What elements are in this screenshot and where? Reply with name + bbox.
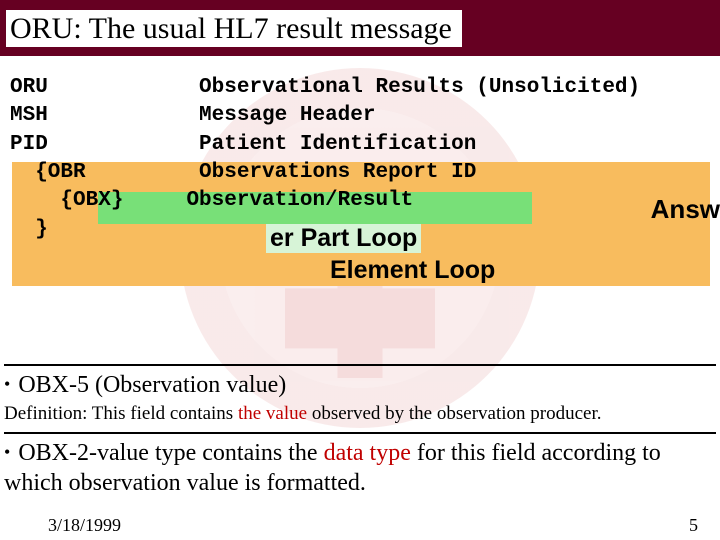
- code-row: ORU Observational Results (Unsolicited): [10, 74, 720, 102]
- title-bar: ORU: The usual HL7 result message: [0, 0, 720, 56]
- obx5-definition: Definition: This field contains the valu…: [4, 402, 716, 426]
- footer-date: 3/18/1999: [48, 515, 121, 536]
- code-row: MSH Message Header: [10, 102, 720, 130]
- element-loop-label: Element Loop: [330, 256, 495, 285]
- code-row: {OBX} Observation/Result: [10, 187, 720, 215]
- divider: [4, 364, 716, 366]
- hl7-structure-code: ORU Observational Results (Unsolicited) …: [0, 74, 720, 244]
- bullet-obx5: • OBX-5 (Observation value): [4, 370, 716, 400]
- body-text: • OBX-5 (Observation value) Definition: …: [4, 364, 716, 498]
- bullet-obx2: • OBX-2-value type contains the data typ…: [4, 438, 716, 498]
- slide: ORU: The usual HL7 result message ORU Ob…: [0, 0, 720, 540]
- footer-page: 5: [689, 515, 698, 536]
- slide-title: ORU: The usual HL7 result message: [6, 10, 462, 47]
- divider: [4, 432, 716, 434]
- footer: 3/18/1999 5: [0, 515, 720, 536]
- code-row: PID Patient Identification: [10, 131, 720, 159]
- code-row: {OBR Observations Report ID: [10, 159, 720, 187]
- answer-part-loop-label: er Part Loop: [266, 224, 421, 253]
- answer-label-fragment: Answ: [651, 194, 720, 225]
